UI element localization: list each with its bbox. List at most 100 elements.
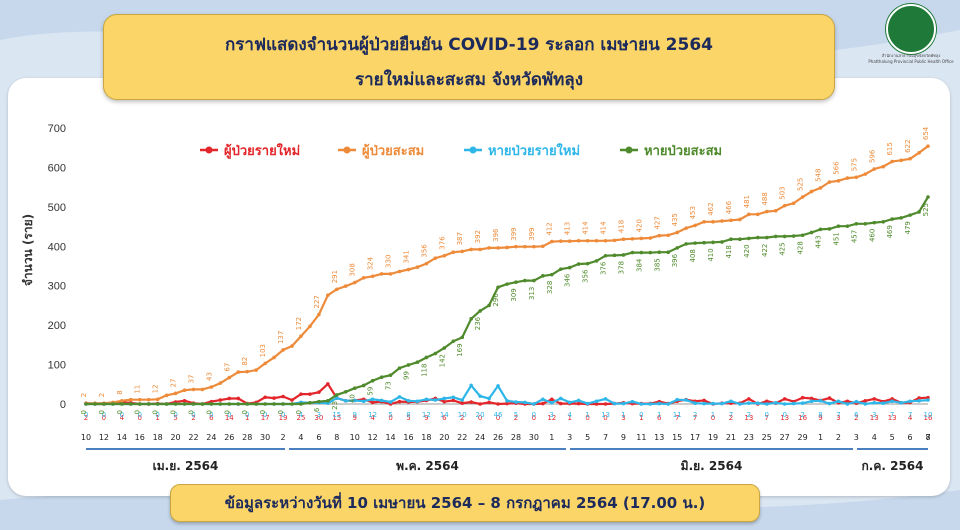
data-label: 67 — [223, 363, 231, 372]
data-point — [469, 383, 473, 388]
data-point — [317, 390, 321, 394]
data-label: 346 — [564, 273, 572, 287]
data-point — [164, 393, 169, 398]
x-tick-label: 10 — [350, 433, 360, 442]
data-point — [603, 253, 608, 258]
data-point — [782, 397, 787, 401]
data-point — [881, 401, 886, 406]
x-tick-label: 26 — [493, 433, 503, 442]
y-tick-label: 300 — [48, 281, 66, 293]
x-tick-label: 12 — [368, 433, 378, 442]
logo-line-2: Phatthalung Provincial Public Health Off… — [868, 59, 954, 64]
data-label: 0 — [585, 414, 589, 422]
data-point — [505, 245, 509, 250]
data-label: 413 — [564, 222, 572, 235]
data-point — [326, 293, 330, 297]
data-label: 453 — [689, 206, 697, 219]
data-point — [523, 400, 527, 405]
data-point — [818, 227, 823, 232]
data-point — [558, 396, 563, 401]
data-label: 137 — [277, 331, 285, 344]
data-point — [496, 246, 500, 250]
data-label: 12 — [547, 414, 556, 422]
data-point — [460, 401, 465, 406]
data-label: 488 — [761, 192, 769, 205]
x-tick-label: 19 — [708, 433, 718, 442]
x-tick-label: 8 — [925, 433, 930, 442]
data-label: 548 — [815, 169, 823, 182]
data-point — [809, 230, 814, 235]
data-label: 654 — [922, 126, 930, 140]
data-label: 2 — [514, 414, 518, 422]
x-tick-label: 8 — [334, 433, 339, 442]
data-point — [845, 176, 850, 180]
data-point — [800, 195, 805, 199]
data-point — [711, 220, 715, 224]
data-label: 412 — [546, 222, 554, 235]
data-label: 2 — [800, 411, 804, 419]
data-point — [478, 309, 482, 313]
x-tick-label: 10 — [81, 433, 91, 442]
data-point — [93, 402, 97, 406]
data-label: 443 — [815, 235, 823, 248]
data-label: 5 — [388, 411, 392, 419]
data-label: 13 — [744, 414, 753, 422]
data-point — [863, 172, 868, 176]
data-point — [379, 375, 384, 379]
data-label: 0 — [259, 410, 267, 414]
x-tick-label: 25 — [762, 433, 772, 442]
data-point — [397, 399, 402, 404]
data-point — [272, 396, 276, 400]
data-point — [272, 355, 276, 360]
data-label: 7 — [836, 411, 840, 419]
data-point — [899, 158, 903, 163]
data-point — [146, 402, 151, 406]
x-tick-label: 5 — [585, 433, 590, 442]
data-point — [917, 151, 921, 155]
data-label: 0 — [102, 411, 106, 419]
data-point — [773, 401, 778, 405]
data-label: 169 — [456, 343, 464, 356]
data-point — [836, 179, 841, 183]
data-label: 12 — [422, 411, 431, 419]
data-point — [370, 274, 375, 279]
x-tick-label: 7 — [925, 433, 930, 442]
title-banner: กราฟแสดงจำนวนผู้ป่วยยืนยัน COVID-19 ระลอ… — [103, 14, 835, 100]
data-point — [711, 240, 715, 245]
x-tick-label: 29 — [798, 433, 808, 442]
data-point — [236, 402, 241, 406]
data-point — [702, 398, 706, 403]
data-label: 457 — [850, 230, 858, 243]
data-label: 10 — [458, 411, 467, 419]
data-label: 20 — [476, 411, 485, 419]
data-label: 469 — [886, 225, 894, 238]
data-point — [612, 401, 617, 406]
x-tick-label: 20 — [439, 433, 449, 442]
x-tick-label: 21 — [726, 433, 736, 442]
data-point — [558, 239, 563, 243]
data-label: 4 — [299, 411, 304, 419]
data-point — [84, 402, 88, 406]
data-point — [567, 239, 572, 243]
data-label: 1 — [711, 411, 715, 419]
data-label: 396 — [671, 253, 679, 267]
data-point — [729, 399, 733, 404]
data-label: 0 — [134, 410, 142, 414]
data-label: 596 — [868, 149, 876, 163]
page-title: กราฟแสดงจำนวนผู้ป่วยยืนยัน COVID-19 ระลอ… — [224, 35, 713, 55]
data-point — [809, 396, 814, 401]
month-label: ก.ค. 2564 — [862, 459, 924, 473]
data-label: 0 — [295, 410, 303, 414]
data-point — [675, 246, 679, 250]
month-label: มิ.ย. 2564 — [681, 459, 743, 473]
data-label: 1 — [585, 411, 589, 419]
data-point — [218, 402, 223, 406]
data-point — [594, 259, 599, 263]
data-point — [442, 396, 447, 401]
data-label: 142 — [438, 354, 446, 367]
y-axis-label: จำนวน (ราย) — [21, 214, 35, 286]
x-tick-label: 20 — [170, 433, 180, 442]
data-label: 15 — [332, 411, 341, 419]
data-point — [773, 209, 778, 213]
data-label: 10 — [924, 411, 933, 419]
